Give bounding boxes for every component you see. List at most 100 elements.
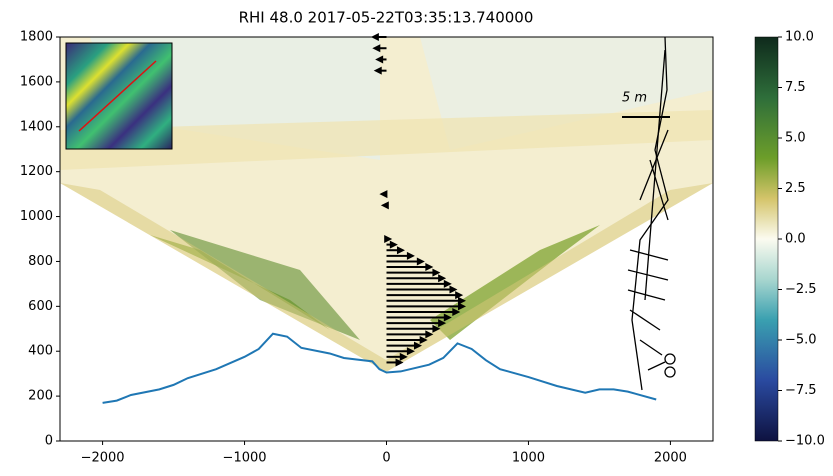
barb xyxy=(629,309,661,331)
inset-map xyxy=(65,42,173,150)
colorbar-tick-label: −7.5 xyxy=(785,383,817,398)
colorbar-tick-label: −5.0 xyxy=(785,333,817,348)
wind-arrow xyxy=(386,246,405,255)
arrow-head xyxy=(449,285,458,294)
wind-arrow xyxy=(386,285,458,294)
wind-arrow xyxy=(386,352,408,361)
y-tick-label: 400 xyxy=(28,344,53,359)
x-tick-label: −2000 xyxy=(81,451,125,466)
y-tick-label: 1800 xyxy=(20,30,53,45)
wind-arrow xyxy=(386,341,422,350)
barb xyxy=(629,249,669,261)
arrow-head xyxy=(375,55,384,64)
colorbar-tick-label: −10.0 xyxy=(785,434,825,449)
colorbar-tick-label: 10.0 xyxy=(785,30,814,45)
arrow-head xyxy=(379,190,388,199)
wind-barbs xyxy=(627,36,676,391)
y-tick-label: 1400 xyxy=(20,119,53,134)
barb xyxy=(639,129,669,201)
arrow-head xyxy=(443,279,452,288)
colorbar-tick-label: −2.5 xyxy=(785,282,817,297)
arrow-head xyxy=(395,358,404,367)
wind-arrow xyxy=(386,324,441,333)
y-tick-label: 600 xyxy=(28,299,53,314)
barb-staff xyxy=(631,36,669,391)
barb xyxy=(627,269,669,281)
wind-arrow xyxy=(386,302,466,311)
wind-arrow xyxy=(372,44,387,53)
y-tick-label: 1600 xyxy=(20,74,53,89)
calm-circle xyxy=(664,366,676,378)
wind-arrow xyxy=(386,313,452,322)
arrow-head xyxy=(432,324,441,333)
arrow-head xyxy=(425,330,434,339)
arrow-head xyxy=(425,263,434,272)
arrow-head xyxy=(443,313,452,322)
wind-arrow xyxy=(386,291,464,300)
arrow-head xyxy=(457,296,466,305)
wind-arrow xyxy=(386,279,452,288)
arrow-head xyxy=(413,341,422,350)
wind-arrow xyxy=(384,235,393,243)
arrow-head xyxy=(389,240,398,249)
arrow-head xyxy=(416,257,425,266)
barb xyxy=(639,339,663,356)
x-tick-label: 1000 xyxy=(512,451,545,466)
chart-title: RHI 48.0 2017-05-22T03:35:13.740000 xyxy=(239,9,534,27)
wedge-band xyxy=(170,230,360,340)
wind-arrow xyxy=(386,347,415,356)
wind-arrow xyxy=(386,268,441,277)
arrow-head xyxy=(399,352,408,361)
calm-circle xyxy=(664,353,676,365)
arrow-head xyxy=(373,66,382,75)
wind-arrow xyxy=(380,201,389,210)
arrow-head xyxy=(432,268,441,277)
arrow-head xyxy=(406,347,415,356)
arrow-head xyxy=(438,274,447,283)
wind-arrow xyxy=(386,240,398,249)
inset-line xyxy=(78,60,157,132)
wedge-band xyxy=(60,110,713,170)
wind-arrow xyxy=(370,33,387,41)
wind-arrow xyxy=(386,319,447,328)
x-tick-label: 0 xyxy=(382,451,390,466)
wind-arrow xyxy=(375,55,387,64)
y-tick-label: 800 xyxy=(28,254,53,269)
arrow-head xyxy=(384,235,393,243)
wind-arrow xyxy=(386,307,461,316)
wind-arrow xyxy=(386,263,434,272)
terrain-line xyxy=(102,332,657,404)
arrow-head xyxy=(455,291,464,300)
x-tick-label: 2000 xyxy=(654,451,687,466)
colorbar-tick-label: 0.0 xyxy=(785,232,806,247)
wind-arrow xyxy=(386,336,428,344)
wind-arrow xyxy=(386,274,447,283)
y-tick-label: 1200 xyxy=(20,164,53,179)
wind-arrow xyxy=(386,330,434,339)
colorbar-tick-label: 7.5 xyxy=(785,80,806,95)
arrow-head xyxy=(438,319,447,328)
arrow-head xyxy=(406,251,415,260)
scale-label: 5 m xyxy=(622,91,647,106)
arrow-head xyxy=(419,336,428,344)
barb xyxy=(627,289,666,301)
wind-arrow xyxy=(386,296,466,305)
y-tick-label: 0 xyxy=(45,434,53,449)
wind-arrow xyxy=(386,251,415,260)
barb xyxy=(649,159,669,221)
y-tick-label: 200 xyxy=(28,389,53,404)
arrow-head xyxy=(370,33,379,41)
y-tick-label: 1000 xyxy=(20,209,53,224)
x-tick-label: −1000 xyxy=(223,451,267,466)
wind-arrow xyxy=(373,66,387,75)
colorbar-tick-label: 5.0 xyxy=(785,131,806,146)
colorbar-tick-label: 2.5 xyxy=(785,181,806,196)
colorbar xyxy=(754,36,779,442)
wind-arrow xyxy=(379,190,388,199)
arrow-head xyxy=(396,246,405,255)
wind-arrow xyxy=(386,358,404,367)
arrow-head xyxy=(452,307,461,316)
barb xyxy=(647,361,666,371)
arrow-head xyxy=(457,302,466,311)
